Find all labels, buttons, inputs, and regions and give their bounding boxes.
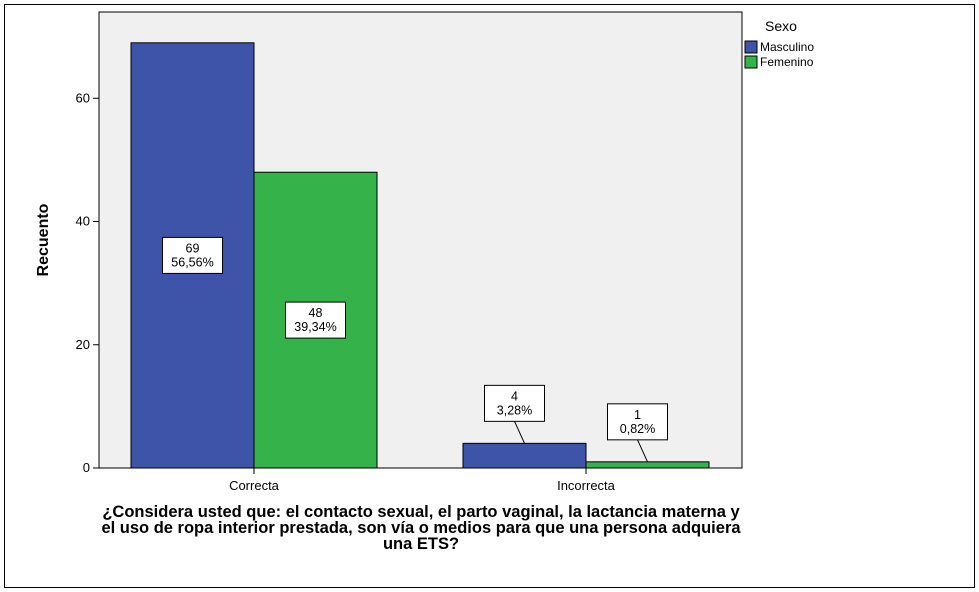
legend-label-femenino: Femenino	[760, 55, 814, 69]
x-tick-label: Correcta	[229, 478, 280, 493]
data-label-percent: 3,28%	[497, 403, 532, 417]
data-label-leader	[637, 439, 648, 463]
data-label-count: 69	[186, 241, 200, 255]
data-label-box	[607, 403, 668, 441]
y-tick-label: 40	[76, 214, 90, 229]
y-tick-label: 20	[76, 337, 90, 352]
data-label-box	[162, 236, 223, 274]
chart-frame	[4, 4, 975, 588]
legend-swatch-femenino	[744, 55, 758, 69]
x-axis-title: ¿Considera usted que: el contacto sexual…	[101, 503, 741, 553]
y-tick-label: 60	[76, 90, 90, 105]
y-axis-title: Recuento	[35, 203, 52, 276]
data-label-leader	[514, 421, 525, 444]
data-label-box	[285, 301, 346, 339]
bar-femenino-incorrecta	[585, 461, 710, 469]
legend-swatch-masculino	[744, 40, 758, 54]
x-tick-label: Incorrecta	[557, 478, 616, 493]
legend-label-masculino: Masculino	[760, 40, 814, 54]
y-tick-label: 0	[83, 460, 90, 475]
bar-masculino-incorrecta	[462, 442, 587, 469]
data-label-count: 1	[634, 408, 641, 422]
data-label-percent: 56,56%	[171, 255, 213, 269]
data-label-box	[484, 384, 545, 422]
data-label-percent: 39,34%	[294, 320, 336, 334]
legend-title: Sexo	[765, 18, 797, 34]
data-label-count: 4	[511, 389, 518, 403]
data-label-count: 48	[309, 306, 323, 320]
data-label-percent: 0,82%	[620, 422, 655, 436]
